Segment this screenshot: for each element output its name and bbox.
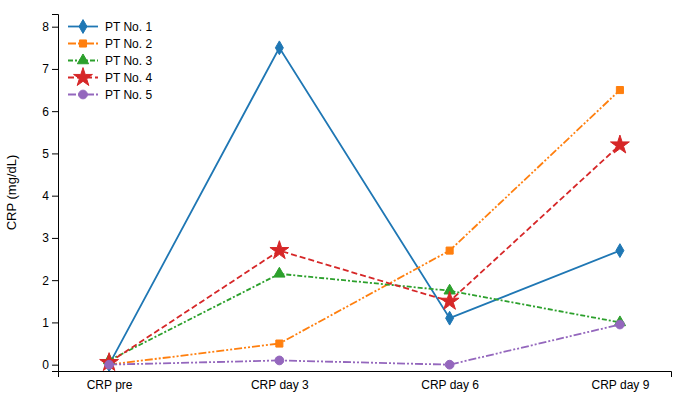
line — [109, 274, 620, 361]
tick: 1 — [42, 316, 58, 330]
tick: CRP day 9 — [592, 378, 650, 392]
tick: 6 — [42, 105, 58, 119]
tick: 4 — [42, 189, 58, 203]
tick: 7 — [42, 62, 58, 76]
point — [100, 353, 119, 371]
tick: CRP pre — [87, 378, 133, 392]
series — [100, 135, 630, 370]
line — [109, 325, 620, 365]
tick-label: CRP day 9 — [592, 378, 650, 392]
series — [106, 87, 624, 369]
legend: PT No. 1 PT No. 2 PT No. 3 PT No. 4 PT No. 5 — [68, 20, 152, 102]
tick-mark — [52, 27, 58, 28]
point — [106, 361, 113, 368]
point — [270, 241, 289, 259]
tick-label: 7 — [42, 62, 49, 76]
legend-symbol — [79, 20, 87, 34]
point — [440, 291, 459, 309]
tick: 0 — [42, 358, 58, 372]
axis-line — [59, 372, 672, 378]
tick: 5 — [42, 147, 58, 161]
plot: 0 1 2 3 4 5 6 7 8 CRP pre CRP day 3 CRP day 6 CRP da… — [42, 15, 671, 392]
series — [105, 320, 625, 369]
axis-line — [52, 15, 59, 372]
point — [445, 360, 454, 369]
point — [446, 311, 454, 325]
tick-mark — [52, 153, 58, 154]
tick-mark — [52, 322, 58, 323]
legend-label: PT No. 3 — [105, 54, 152, 68]
line — [109, 90, 620, 365]
tick-mark — [52, 280, 58, 281]
legend-label: PT No. 5 — [105, 88, 152, 102]
point — [275, 41, 283, 55]
tick: CRP day 3 — [251, 378, 309, 392]
tick-mark — [52, 365, 58, 366]
point — [616, 87, 623, 94]
point — [446, 247, 453, 254]
tick-label: 1 — [42, 316, 49, 330]
point — [105, 360, 114, 369]
point — [274, 267, 285, 277]
legend-symbol — [79, 40, 86, 47]
line — [109, 48, 620, 365]
tick: 8 — [42, 20, 58, 34]
legend-symbol — [79, 90, 88, 99]
point — [611, 135, 630, 153]
legend-item: PT No. 4 — [68, 68, 152, 86]
data — [100, 41, 630, 371]
tick-label: 5 — [42, 147, 49, 161]
tick-label: 3 — [42, 231, 49, 245]
legend-item: PT No. 1 — [68, 20, 152, 34]
tick-mark — [52, 69, 58, 70]
point — [276, 340, 283, 347]
legend-label: PT No. 4 — [105, 71, 152, 85]
legend-symbol — [77, 54, 88, 64]
tick-label: CRP day 3 — [251, 378, 309, 392]
line — [109, 145, 620, 363]
tick-label: 4 — [42, 189, 49, 203]
chart: 0 1 2 3 4 5 6 7 8 CRP pre CRP day 3 CRP day 6 CRP da… — [0, 0, 689, 405]
tick-label: 6 — [42, 105, 49, 119]
tick: CRP day 6 — [421, 378, 479, 392]
legend-symbol — [74, 68, 93, 86]
tick-label: 0 — [42, 358, 49, 372]
point — [275, 356, 284, 365]
x-axis: CRP pre CRP day 3 CRP day 6 CRP day 9 — [59, 372, 672, 392]
axis-title: CRP (mg/dL) — [4, 155, 19, 231]
tick-label: CRP day 6 — [421, 378, 479, 392]
legend-item: PT No. 3 — [68, 54, 152, 68]
tick: 2 — [42, 274, 58, 288]
y-axis: 0 1 2 3 4 5 6 7 8 — [42, 15, 58, 373]
tick-mark — [52, 238, 58, 239]
series — [105, 41, 624, 371]
tick-mark — [52, 111, 58, 112]
tick-label: CRP pre — [87, 378, 133, 392]
legend-item: PT No. 5 — [68, 88, 152, 102]
tick-mark — [52, 196, 58, 197]
tick-label: 8 — [42, 20, 49, 34]
legend-item: PT No. 2 — [68, 37, 152, 51]
point — [616, 244, 624, 258]
tick-label: 2 — [42, 274, 49, 288]
point — [616, 320, 625, 329]
legend-label: PT No. 1 — [105, 20, 152, 34]
legend-label: PT No. 2 — [105, 37, 152, 51]
tick: 3 — [42, 231, 58, 245]
